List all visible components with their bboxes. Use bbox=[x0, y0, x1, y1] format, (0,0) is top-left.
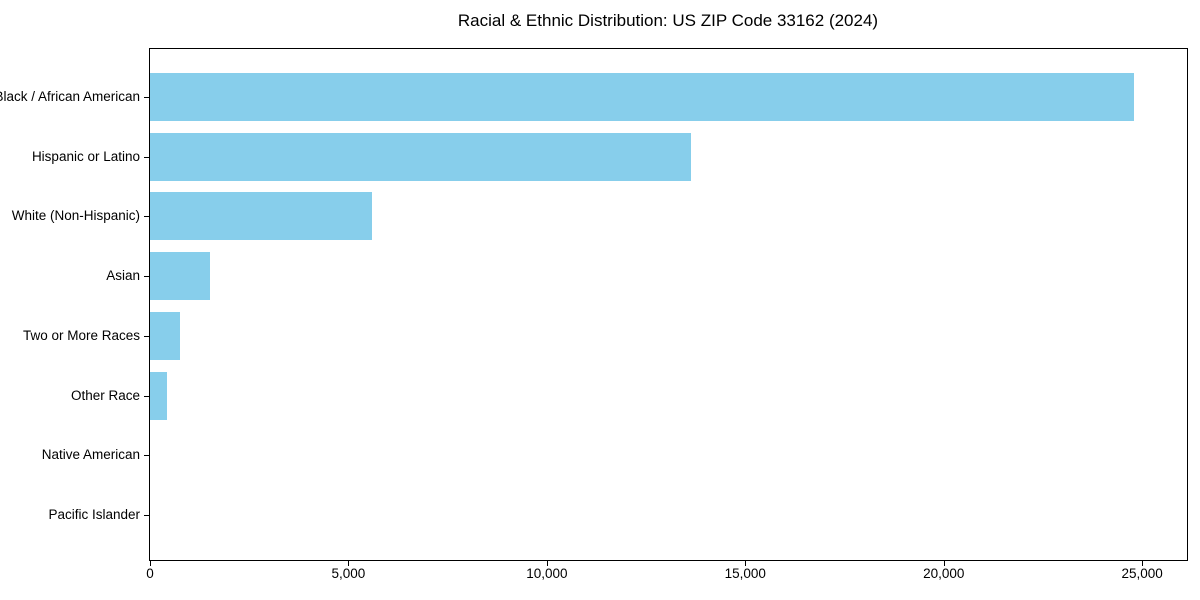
y-tick-label: Other Race bbox=[70, 387, 140, 403]
x-tick-label: 5,000 bbox=[331, 566, 366, 581]
y-tick-label: Hispanic or Latino bbox=[31, 148, 140, 164]
y-tick-label: Pacific Islander bbox=[48, 506, 140, 522]
plot-area bbox=[149, 48, 1188, 561]
y-tick-mark bbox=[144, 515, 149, 516]
x-tick-label: 25,000 bbox=[1121, 566, 1163, 581]
y-tick-mark bbox=[144, 455, 149, 456]
x-tick-label: 15,000 bbox=[724, 566, 766, 581]
bar bbox=[150, 311, 180, 360]
y-tick-mark bbox=[144, 216, 149, 217]
x-tick-mark bbox=[150, 561, 151, 566]
x-tick-label: 10,000 bbox=[526, 566, 568, 581]
x-tick-mark bbox=[745, 561, 746, 566]
x-tick-mark bbox=[944, 561, 945, 566]
y-tick-mark bbox=[144, 276, 149, 277]
y-tick-mark bbox=[144, 157, 149, 158]
y-tick-label: Two or More Races bbox=[22, 327, 140, 343]
x-tick-mark bbox=[547, 561, 548, 566]
bar bbox=[150, 252, 210, 301]
x-tick-label: 20,000 bbox=[923, 566, 965, 581]
y-tick-mark bbox=[144, 97, 149, 98]
y-tick-mark bbox=[144, 336, 149, 337]
y-tick-mark bbox=[144, 396, 149, 397]
y-tick-label: Native American bbox=[41, 447, 140, 463]
bar bbox=[150, 73, 1134, 121]
bar bbox=[150, 371, 167, 420]
x-tick-mark bbox=[348, 561, 349, 566]
y-tick-label: Black / African American bbox=[0, 89, 140, 104]
bar bbox=[150, 132, 691, 181]
y-tick-label: White (Non-Hispanic) bbox=[11, 208, 140, 224]
bar bbox=[150, 192, 372, 241]
y-tick-label: Asian bbox=[106, 268, 140, 284]
chart-title: Racial & Ethnic Distribution: US ZIP Cod… bbox=[457, 11, 879, 30]
x-tick-mark bbox=[1142, 561, 1143, 566]
x-tick-label: 0 bbox=[146, 566, 154, 581]
